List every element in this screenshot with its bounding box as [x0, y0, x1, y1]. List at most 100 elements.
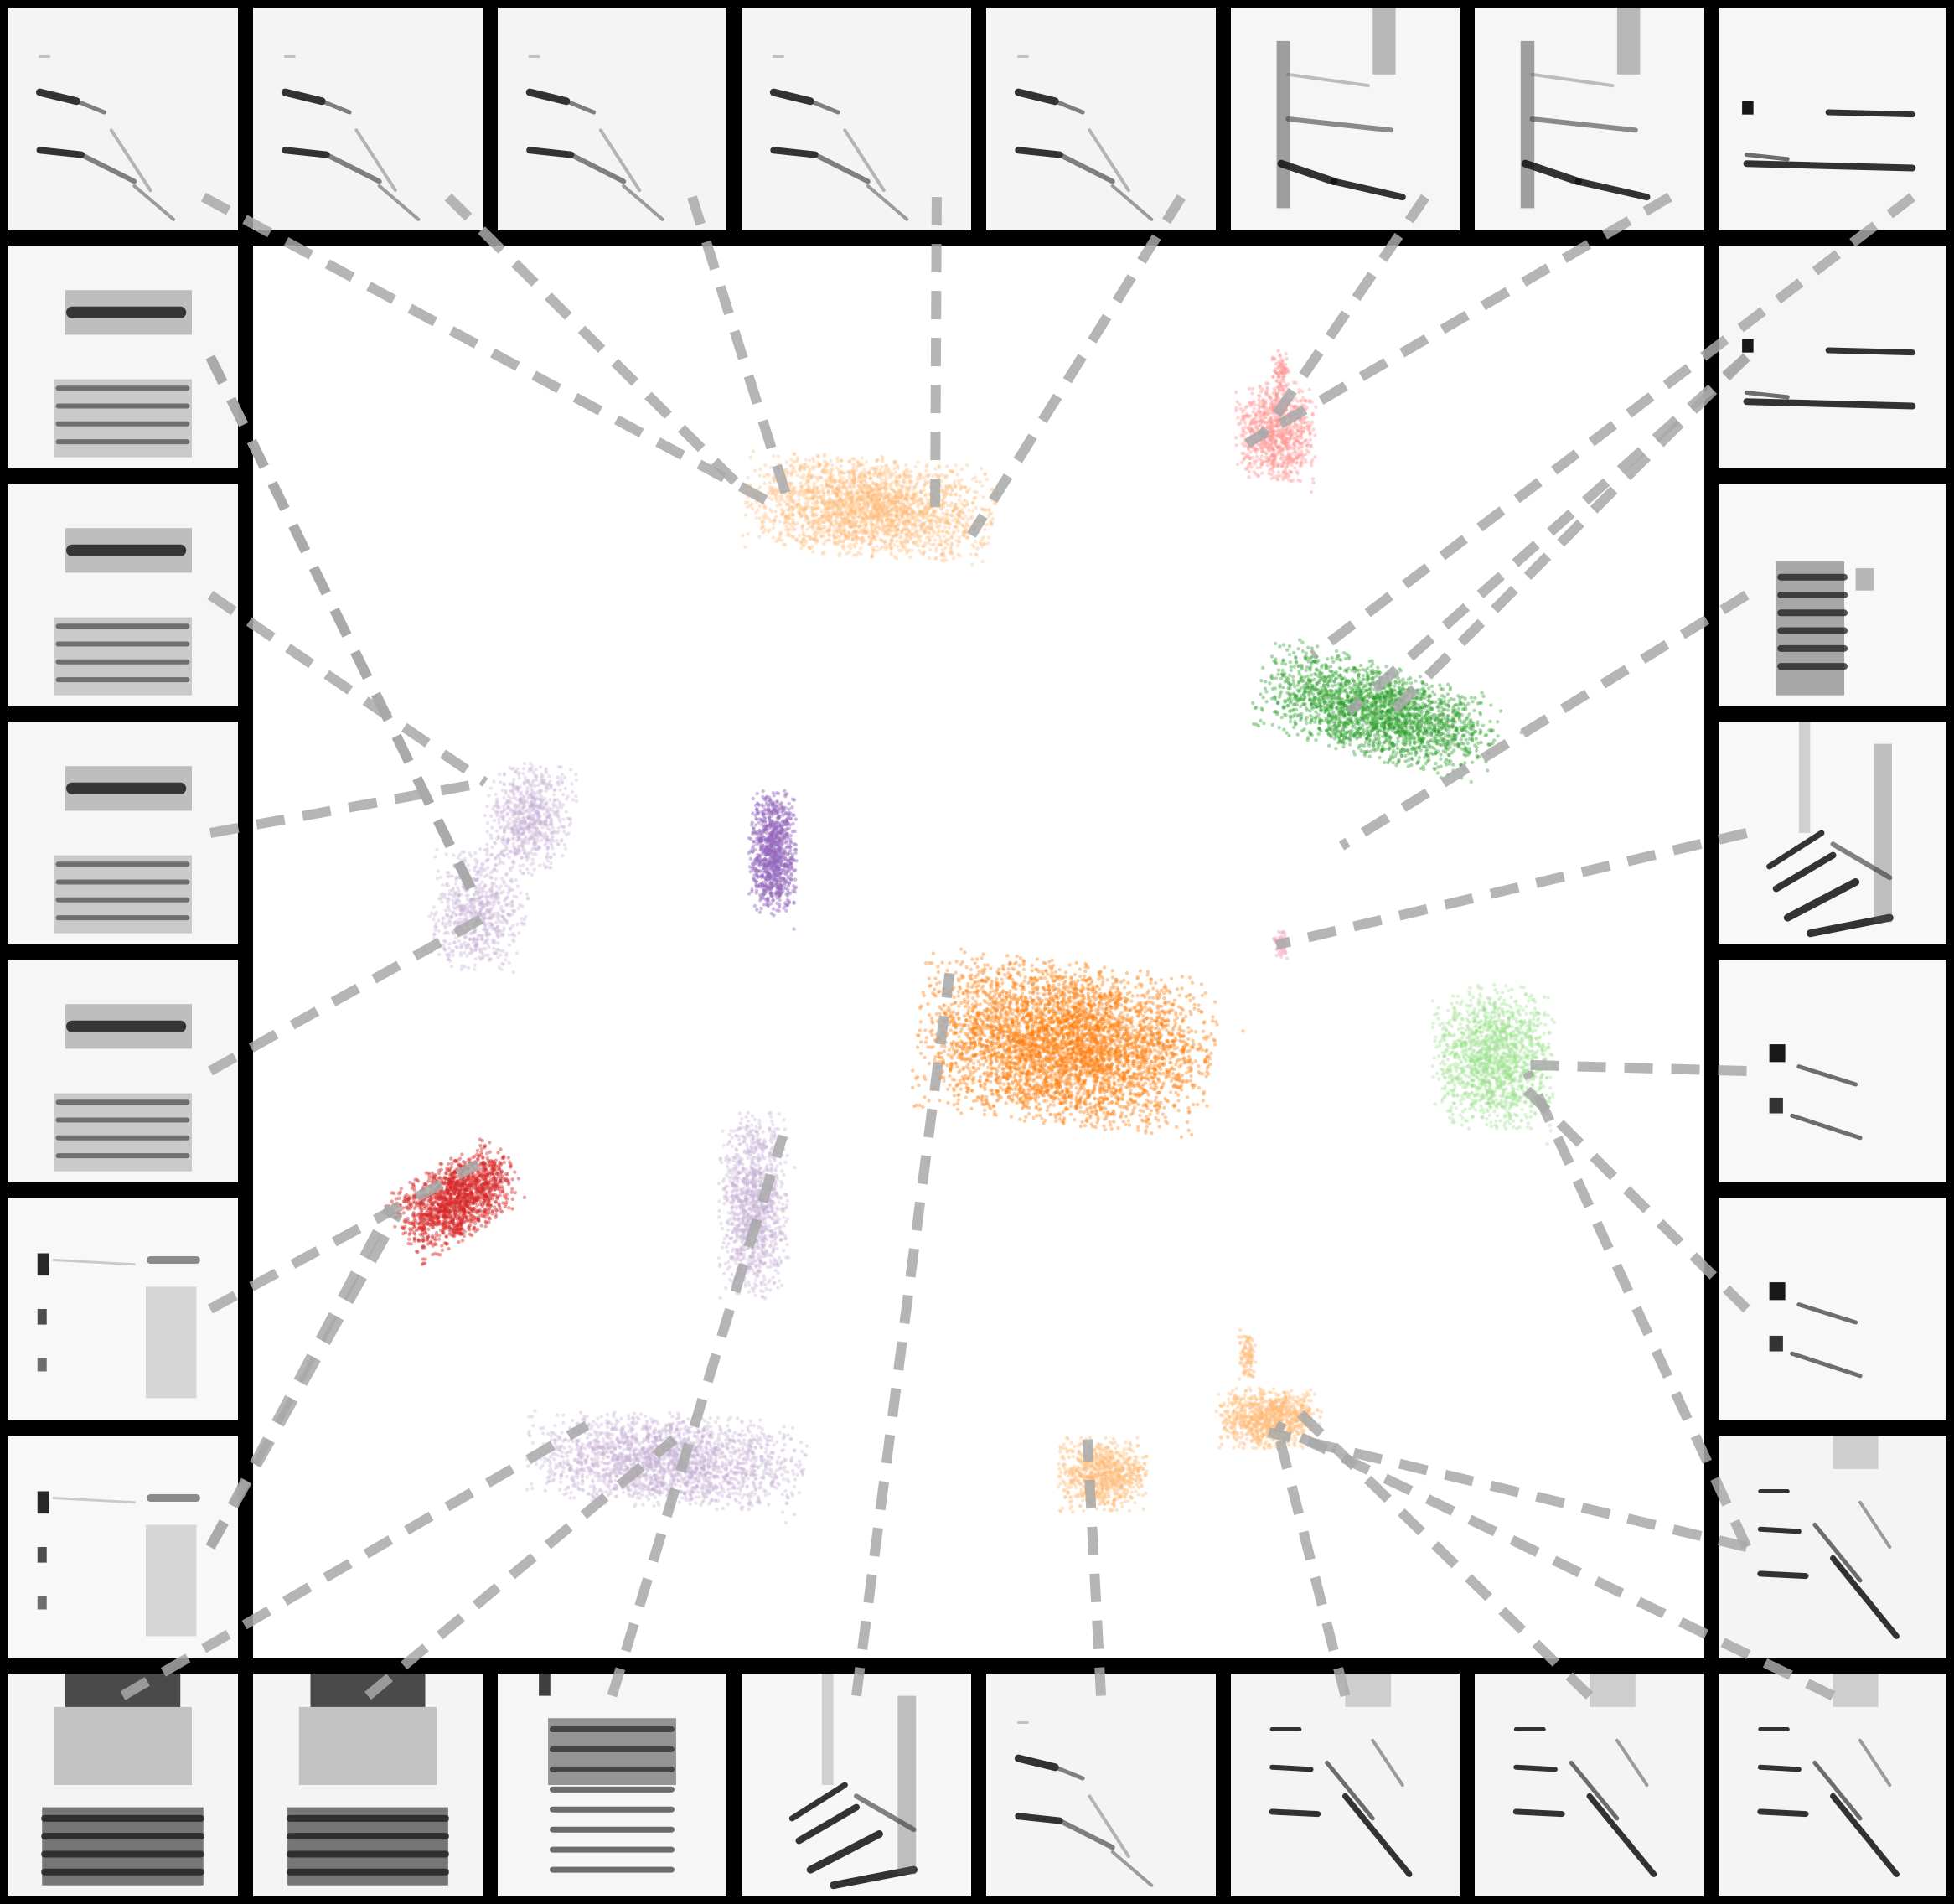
point	[961, 485, 965, 489]
point	[896, 499, 900, 504]
point	[1276, 375, 1280, 380]
point	[897, 483, 901, 487]
point	[1237, 422, 1241, 427]
point	[853, 536, 858, 540]
point	[937, 474, 942, 479]
point	[935, 533, 940, 537]
point	[939, 506, 944, 510]
point	[943, 521, 947, 525]
point	[860, 487, 864, 491]
point	[1252, 722, 1256, 726]
point	[877, 493, 881, 497]
point	[808, 489, 812, 494]
point	[897, 519, 902, 523]
point	[1357, 673, 1361, 677]
point	[990, 516, 995, 521]
point	[1275, 379, 1279, 384]
point	[1269, 476, 1274, 481]
point	[1282, 727, 1286, 732]
point	[871, 546, 876, 551]
point	[925, 497, 930, 501]
point	[894, 479, 899, 484]
point	[1244, 412, 1249, 416]
point	[918, 472, 922, 476]
point	[1304, 452, 1308, 457]
point	[792, 500, 796, 504]
point	[1240, 451, 1244, 456]
point	[791, 525, 795, 530]
point	[1271, 425, 1275, 429]
point	[1320, 663, 1325, 667]
point	[1278, 683, 1282, 687]
point	[811, 473, 815, 479]
point	[822, 513, 826, 517]
point	[918, 539, 923, 544]
point	[1309, 489, 1314, 494]
point	[1264, 680, 1268, 684]
point	[839, 523, 844, 528]
point	[1464, 737, 1468, 742]
point	[887, 512, 892, 517]
spectrogram-tile-top-5	[1231, 8, 1460, 230]
point	[1443, 760, 1447, 764]
point	[832, 525, 836, 529]
point	[847, 520, 851, 524]
point	[955, 473, 959, 477]
point	[1305, 423, 1310, 428]
point	[980, 559, 985, 563]
point	[1260, 665, 1265, 670]
point	[1327, 743, 1331, 748]
point	[895, 556, 899, 561]
point	[1279, 457, 1285, 461]
point	[814, 541, 818, 545]
point	[988, 511, 992, 516]
point	[1292, 380, 1296, 385]
point	[921, 552, 926, 557]
point	[1285, 731, 1289, 735]
point	[1299, 479, 1303, 484]
point	[1243, 467, 1248, 471]
point	[1262, 404, 1266, 408]
point	[800, 526, 804, 530]
point	[1252, 459, 1257, 464]
point	[918, 511, 922, 516]
spectrogram-tile-right-2	[1719, 484, 1946, 706]
point	[983, 472, 987, 476]
point	[1284, 370, 1289, 374]
point	[786, 471, 790, 475]
point	[880, 454, 885, 459]
point	[1270, 459, 1274, 463]
point	[1307, 398, 1312, 403]
point	[934, 556, 938, 560]
point	[835, 542, 840, 547]
point	[943, 495, 947, 499]
tile-background	[8, 484, 238, 706]
point	[1491, 741, 1495, 746]
point	[1360, 742, 1364, 748]
point	[1415, 696, 1419, 701]
point	[864, 475, 869, 479]
point	[965, 463, 969, 468]
point	[1270, 357, 1274, 361]
point	[860, 505, 864, 510]
point	[986, 536, 991, 540]
point	[944, 492, 949, 496]
point	[921, 510, 926, 514]
point	[943, 525, 948, 530]
point	[852, 474, 856, 479]
point	[812, 506, 816, 510]
spectrogram-tile-bottom-4	[986, 1674, 1216, 1896]
point	[884, 518, 889, 523]
spectrogram-tile-left-6	[8, 1436, 238, 1658]
point	[828, 506, 832, 511]
point	[855, 553, 859, 557]
point	[795, 473, 799, 478]
point	[875, 465, 879, 469]
point	[897, 535, 902, 540]
point	[1286, 686, 1290, 691]
spectrogram-tile-left-5	[8, 1198, 238, 1420]
point	[1296, 451, 1300, 455]
point	[980, 484, 985, 488]
point	[918, 529, 923, 533]
point	[945, 509, 949, 513]
